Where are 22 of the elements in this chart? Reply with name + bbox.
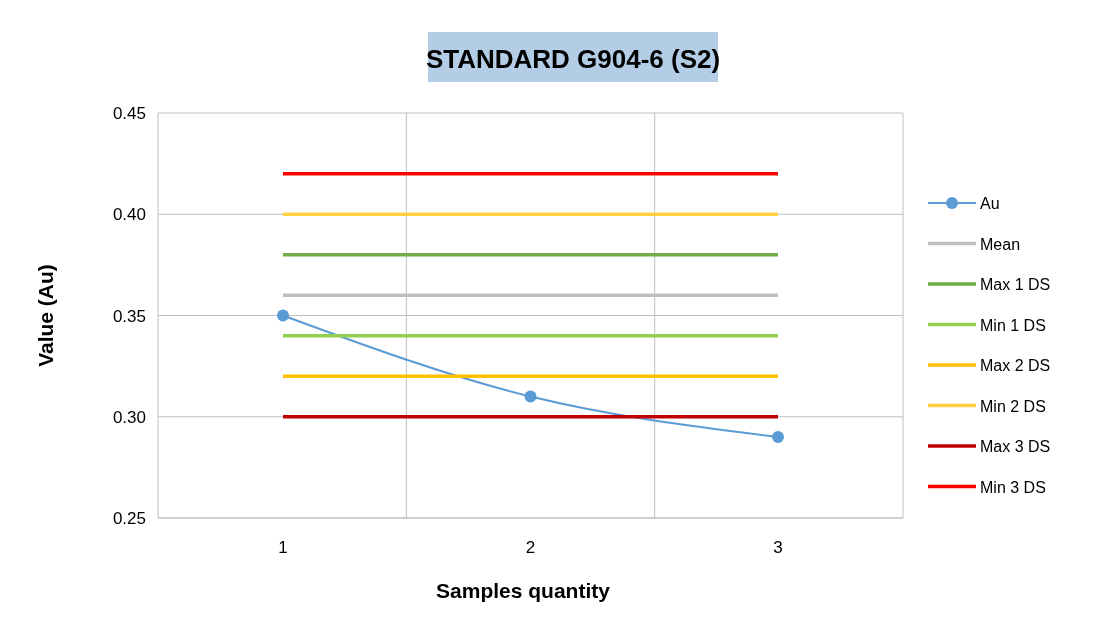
legend-label: Max 1 DS: [980, 276, 1051, 293]
point: [277, 309, 289, 322]
x-tick-label: 3: [773, 538, 783, 557]
x-axis-title: Samples quantity: [436, 579, 611, 602]
y-tick-label: 0.35: [112, 306, 146, 326]
y-tick-label: 0.30: [112, 407, 146, 427]
legend-label: Min 1 DS: [980, 316, 1046, 334]
x-tick-label: 2: [525, 538, 536, 557]
legend-label: Max 3 DS: [980, 438, 1051, 455]
y-tick-label: 0.25: [112, 509, 146, 528]
chart-title: STANDARD G904-6 (S2): [425, 44, 721, 74]
legend-label: Au: [980, 195, 1000, 212]
y-tick-label: 0.45: [112, 104, 146, 123]
legend-label: Max 2 DS: [980, 357, 1051, 374]
legend-label: Min 2 DS: [980, 397, 1046, 415]
legend-label: Min 3 DS: [980, 478, 1046, 496]
legend-label: Mean: [980, 235, 1021, 253]
x-tick-label: 1: [278, 538, 288, 557]
y-axis-title: Value (Au): [34, 264, 57, 367]
point: [772, 431, 784, 443]
point: [524, 390, 537, 403]
y-tick-label: 0.40: [112, 205, 146, 225]
